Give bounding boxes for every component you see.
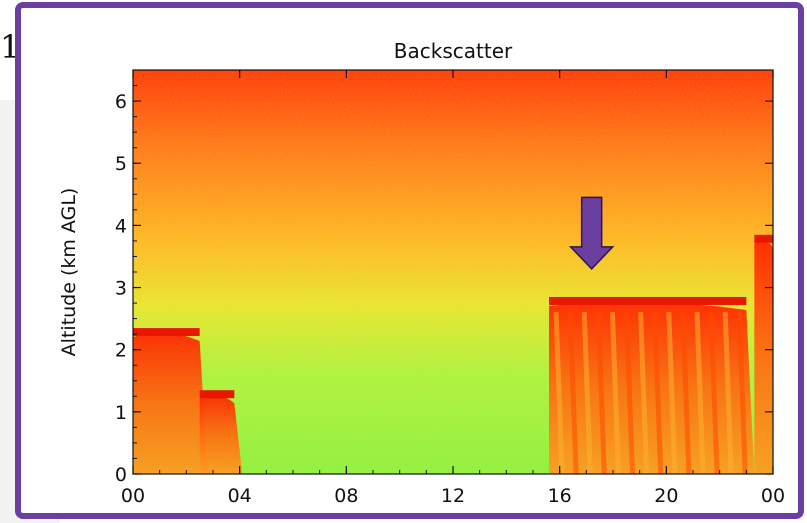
- x-axis: 00 04 08 12 16 20 00: [121, 70, 785, 507]
- x-tick-label: 00: [761, 485, 785, 507]
- plume-streak: [708, 311, 720, 474]
- plume-top-layer: [549, 296, 747, 305]
- plume-streak: [666, 311, 678, 474]
- plume-streak: [722, 311, 734, 474]
- annotation-layer: [568, 196, 615, 270]
- aerosol-plume: [133, 332, 208, 474]
- y-tick-label: 1: [115, 402, 127, 424]
- plume-streak: [581, 311, 593, 474]
- y-tick-label: 5: [115, 153, 127, 175]
- plume-top-layer: [133, 328, 200, 337]
- plume-streak: [609, 311, 621, 474]
- y-tick-label: 0: [115, 464, 127, 486]
- x-tick-label: 16: [548, 485, 572, 507]
- plume-streak: [736, 311, 748, 474]
- y-axis: 0 1 2 3 4 5 6: [115, 69, 773, 486]
- plume-streak: [567, 311, 579, 474]
- plume-streak: [624, 311, 636, 474]
- x-tick-label: 00: [121, 485, 145, 507]
- x-tick-label: 08: [334, 485, 358, 507]
- y-tick-label: 3: [115, 278, 127, 300]
- plot-area: [133, 70, 773, 474]
- plume-streak: [595, 311, 607, 474]
- x-tick-label: 20: [654, 485, 678, 507]
- plume-streak: [638, 311, 650, 474]
- plume-top-layer: [754, 234, 773, 243]
- x-tick-label: 04: [228, 485, 252, 507]
- aerosol-plume: [199, 395, 243, 474]
- annotation-arrow: [568, 196, 615, 270]
- x-tick-label: 12: [441, 485, 465, 507]
- chart-title: Backscatter: [394, 39, 513, 63]
- y-axis-label: Altitude (km AGL): [58, 188, 80, 357]
- plume-streak: [652, 311, 664, 474]
- plume-streak: [680, 311, 692, 474]
- plume-streak: [694, 311, 706, 474]
- y-tick-label: 4: [115, 215, 127, 237]
- aerosol-plume: [754, 239, 773, 474]
- y-tick-label: 6: [115, 91, 127, 113]
- y-tick-label: 2: [115, 340, 127, 362]
- plume-top-layer: [199, 390, 235, 399]
- plume-streak: [553, 311, 565, 474]
